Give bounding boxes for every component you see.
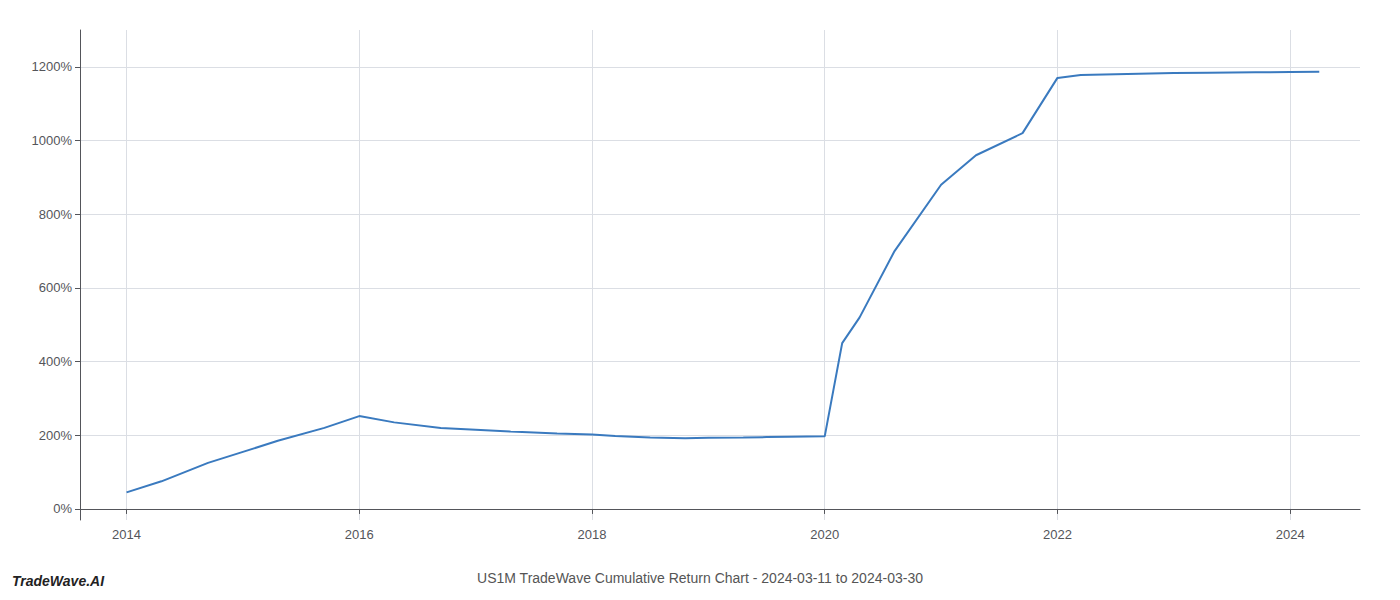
svg-text:600%: 600% — [39, 280, 73, 295]
svg-text:1200%: 1200% — [32, 59, 73, 74]
svg-text:2022: 2022 — [1043, 527, 1072, 542]
svg-text:2016: 2016 — [345, 527, 374, 542]
svg-text:400%: 400% — [39, 354, 73, 369]
svg-text:US1M TradeWave Cumulative Retu: US1M TradeWave Cumulative Return Chart -… — [477, 570, 923, 586]
svg-text:2024: 2024 — [1276, 527, 1305, 542]
svg-text:800%: 800% — [39, 207, 73, 222]
svg-text:2020: 2020 — [810, 527, 839, 542]
svg-text:2018: 2018 — [578, 527, 607, 542]
svg-text:1000%: 1000% — [32, 133, 73, 148]
svg-text:0%: 0% — [53, 501, 72, 516]
svg-text:TradeWave.AI: TradeWave.AI — [12, 573, 105, 589]
svg-text:2014: 2014 — [112, 527, 141, 542]
svg-text:200%: 200% — [39, 428, 73, 443]
